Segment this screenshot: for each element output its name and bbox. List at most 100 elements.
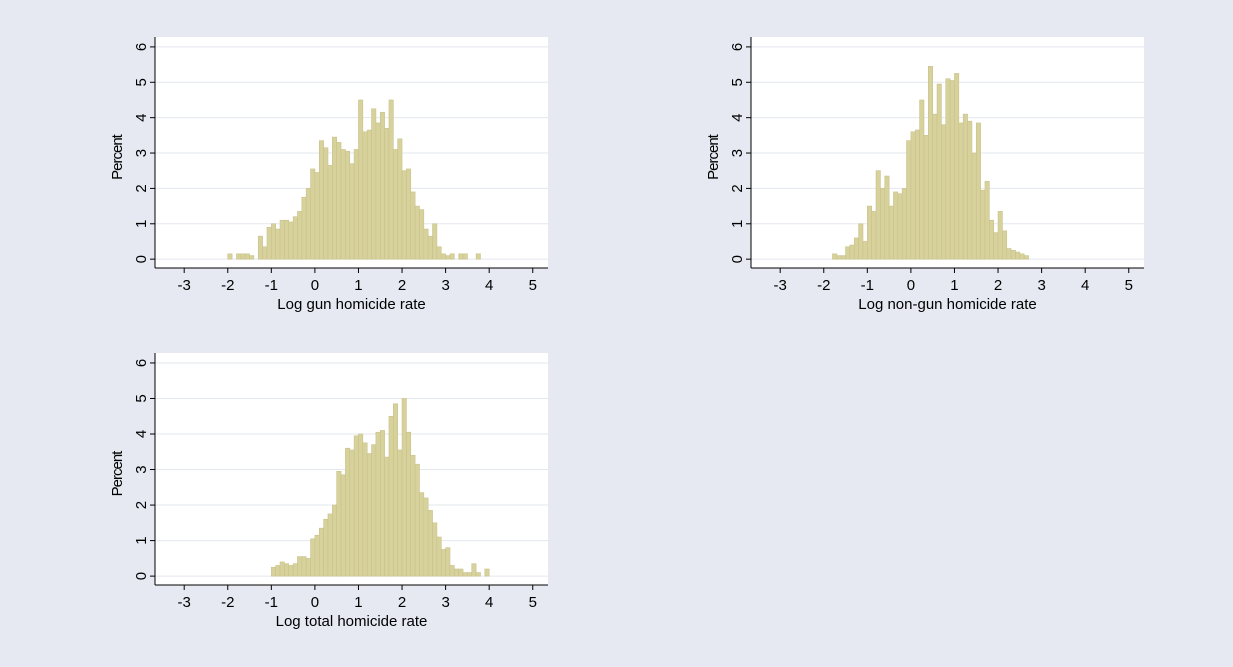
bar: [436, 246, 442, 260]
bar: [858, 223, 864, 260]
bar: [284, 563, 290, 577]
bar: [1002, 230, 1008, 260]
x-tick-label: 2: [398, 277, 406, 294]
x-tick-label: 4: [485, 594, 493, 611]
bar: [401, 170, 407, 260]
bar: [862, 241, 868, 260]
bar: [310, 168, 316, 260]
bar: [288, 565, 294, 577]
bar: [440, 253, 446, 260]
bar: [462, 572, 468, 577]
bar: [432, 522, 438, 577]
bar: [932, 113, 938, 260]
bar: [297, 556, 303, 577]
bar: [379, 112, 385, 260]
bar: [958, 122, 964, 260]
x-tick-label: -2: [817, 277, 830, 294]
bar: [375, 122, 381, 260]
bar: [292, 563, 298, 577]
bar: [318, 527, 324, 577]
bar: [845, 246, 851, 260]
bar: [393, 149, 398, 260]
bar: [301, 556, 307, 577]
bar: [427, 235, 433, 260]
bar: [349, 163, 355, 260]
y-tick-label: 6: [133, 43, 150, 51]
x-tick-label: 3: [441, 277, 449, 294]
x-axis-title: Log total homicide rate: [276, 613, 428, 630]
bar: [436, 536, 442, 577]
bar: [867, 205, 872, 260]
bar: [397, 138, 403, 260]
x-axis-title: Log gun homicide rate: [277, 296, 425, 313]
bar: [271, 223, 276, 260]
bar: [362, 131, 368, 260]
x-tick-label: -3: [178, 277, 191, 294]
bar: [236, 253, 242, 260]
bar: [340, 474, 346, 577]
bar: [279, 219, 285, 260]
bar: [401, 398, 407, 577]
x-tick-label: -3: [774, 277, 787, 294]
bar: [432, 223, 438, 260]
bar: [475, 572, 481, 577]
bar: [410, 191, 416, 260]
x-tick-label: -1: [861, 277, 874, 294]
bar: [275, 565, 281, 577]
bar: [249, 255, 255, 260]
bar: [458, 568, 464, 577]
bar: [375, 431, 381, 577]
x-tick-label: 1: [354, 594, 362, 611]
x-tick-label: 0: [311, 594, 319, 611]
bar: [440, 549, 446, 577]
bar: [875, 170, 881, 260]
bar: [366, 453, 372, 577]
bar: [484, 568, 490, 577]
bar: [462, 253, 468, 260]
y-tick-label: 6: [133, 359, 150, 367]
y-tick-label: 6: [729, 43, 746, 51]
bar: [288, 221, 294, 260]
y-tick-label: 0: [729, 255, 746, 263]
y-tick-label: 0: [133, 572, 150, 580]
bar: [406, 168, 412, 260]
bar: [388, 99, 394, 260]
bar: [266, 227, 272, 260]
bar: [967, 120, 973, 260]
bar: [358, 433, 364, 577]
bar: [919, 99, 925, 260]
bar: [358, 99, 364, 260]
y-tick-label: 3: [133, 149, 150, 157]
x-tick-label: 4: [485, 277, 493, 294]
bar: [353, 435, 359, 577]
bar: [1006, 248, 1012, 260]
bar: [297, 211, 303, 260]
bar: [301, 196, 307, 260]
bar: [945, 78, 951, 260]
y-tick-label: 4: [133, 113, 150, 121]
bar: [906, 140, 912, 260]
bar: [271, 566, 276, 577]
bar: [989, 219, 994, 260]
x-tick-label: 0: [311, 277, 319, 294]
bar: [279, 561, 285, 577]
x-tick-label: 4: [1081, 277, 1089, 294]
x-tick-label: -2: [221, 594, 234, 611]
bar: [427, 510, 433, 577]
bar: [1023, 255, 1029, 260]
y-tick-label: 5: [133, 78, 150, 86]
bar: [449, 253, 455, 260]
x-tick-label: 5: [529, 277, 537, 294]
bar: [414, 463, 420, 577]
bar: [949, 80, 955, 260]
bar: [893, 191, 899, 260]
bar: [336, 471, 342, 577]
bar: [314, 172, 320, 260]
bar: [971, 152, 977, 260]
bar: [1015, 251, 1021, 260]
bar: [332, 504, 337, 577]
bar: [832, 253, 838, 260]
bar: [327, 165, 333, 260]
